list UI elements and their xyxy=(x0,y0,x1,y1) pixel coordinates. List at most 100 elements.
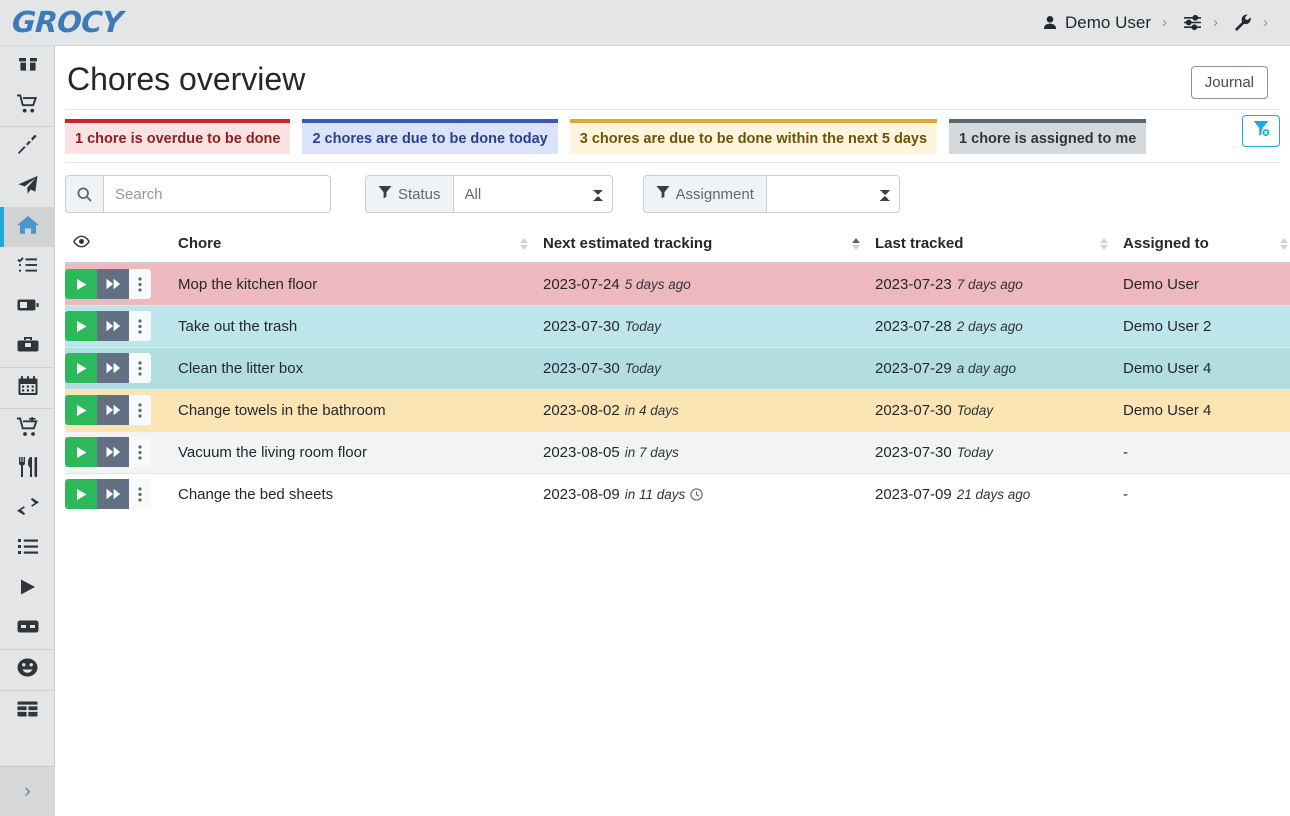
clock-icon xyxy=(685,486,703,503)
last-relative: 21 days ago xyxy=(956,486,1031,502)
column-header-next-estimated-tracking[interactable]: Next estimated tracking xyxy=(535,226,867,264)
next-estimated-tracking-cell: 2023-08-05 in 7 days xyxy=(535,430,867,473)
sidebar-item-list[interactable] xyxy=(0,529,55,569)
status-label-text: Status xyxy=(398,185,441,203)
sort-indicator-active xyxy=(852,238,860,250)
row-actions-cell xyxy=(65,430,170,473)
row-menu-button[interactable] xyxy=(129,311,151,341)
sidebar-item-chore-tracking[interactable] xyxy=(0,569,55,609)
row-menu-button[interactable] xyxy=(129,437,151,467)
sort-indicator xyxy=(1100,238,1108,250)
table-row[interactable]: Clean the litter box 2023-07-30 Today 2023-… xyxy=(65,346,1290,389)
sidebar-item-equipment[interactable] xyxy=(0,327,55,367)
chore-name-cell: Vacuum the living room floor xyxy=(170,430,535,473)
app-logo[interactable]: GROCY xyxy=(0,0,166,46)
status-card-due-today[interactable]: 2 chores are due to be done today xyxy=(302,119,558,154)
sidebar-item-grid[interactable] xyxy=(0,691,55,731)
sidebar-item-meal-planning[interactable] xyxy=(0,449,55,489)
assignment-filter-group: Assignment xyxy=(642,175,900,213)
skip-chore-button[interactable] xyxy=(97,311,129,341)
status-select[interactable]: All xyxy=(452,175,613,213)
status-card-due-next-5-days[interactable]: 3 chores are due to be done within the n… xyxy=(569,119,938,154)
sidebar-item-stock-overview[interactable] xyxy=(0,46,55,86)
skip-chore-button[interactable] xyxy=(97,353,129,383)
chevron-right-icon: › xyxy=(1213,14,1218,31)
status-card-assigned-to-me[interactable]: 1 chore is assigned to me xyxy=(949,119,1147,154)
next-date: 2023-07-30 xyxy=(543,359,620,377)
sidebar-toggle-button[interactable]: › xyxy=(0,766,55,816)
track-chore-button[interactable] xyxy=(65,395,97,425)
chore-name-cell: Clean the litter box xyxy=(170,346,535,389)
next-relative: Today xyxy=(624,318,662,334)
last-date: 2023-07-30 xyxy=(875,443,952,461)
app-logo-text: GROCY xyxy=(10,5,124,39)
sidebar-item-transfer[interactable] xyxy=(0,489,55,529)
table-row[interactable]: Take out the trash 2023-07-30 Today 2023-07… xyxy=(65,304,1290,347)
sidebar-item-shopping-list[interactable] xyxy=(0,409,55,449)
assigned-to-cell: Demo User 4 xyxy=(1115,346,1290,389)
track-chore-button[interactable] xyxy=(65,437,97,467)
column-label: Chore xyxy=(178,235,222,252)
eye-icon[interactable] xyxy=(73,235,90,252)
sidebar-item-userfields[interactable] xyxy=(0,650,55,690)
column-header-last-tracked[interactable]: Last tracked xyxy=(867,226,1115,264)
track-chore-button[interactable] xyxy=(65,311,97,341)
row-menu-button[interactable] xyxy=(129,269,151,300)
row-action-buttons xyxy=(65,269,170,300)
settings-menu[interactable]: › xyxy=(1175,8,1226,37)
skip-chore-button[interactable] xyxy=(97,269,129,300)
journal-button[interactable]: Journal xyxy=(1190,66,1268,99)
sidebar-item-battery-tracking[interactable] xyxy=(0,609,55,649)
table-row[interactable]: Mop the kitchen floor 2023-07-24 5 days ag… xyxy=(65,262,1290,305)
filter-toolbar: Status All Assignment xyxy=(55,163,1290,226)
skip-chore-button[interactable] xyxy=(97,395,129,425)
track-chore-button[interactable] xyxy=(65,353,97,383)
sidebar-item-meal-plan[interactable] xyxy=(0,167,55,207)
next-relative: Today xyxy=(624,360,662,376)
table-header-row: Chore Next estimated tracking Last track… xyxy=(65,226,1290,264)
clear-filters-button[interactable] xyxy=(1242,115,1280,147)
table-row[interactable]: Change towels in the bathroom 2023-08-02 i… xyxy=(65,388,1290,431)
row-menu-button[interactable] xyxy=(129,353,151,383)
table-row[interactable]: Change the bed sheets 2023-08-09 in 11 day… xyxy=(65,472,1290,515)
last-relative: Today xyxy=(956,444,994,460)
main-content: Chores overview Journal 1 chore is overd… xyxy=(55,46,1290,816)
next-estimated-tracking-cell: 2023-08-02 in 4 days xyxy=(535,388,867,431)
track-chore-button[interactable] xyxy=(65,269,97,300)
tools-menu[interactable]: › xyxy=(1226,8,1276,38)
next-date: 2023-08-02 xyxy=(543,401,620,419)
exchange-icon xyxy=(16,498,39,520)
search-input[interactable] xyxy=(103,175,331,213)
next-estimated-tracking-cell: 2023-08-09 in 11 days xyxy=(535,472,867,515)
status-card-label: 2 chores are due to be done today xyxy=(312,131,548,147)
skip-chore-button[interactable] xyxy=(97,437,129,467)
sidebar-item-shopping-cart[interactable] xyxy=(0,86,55,126)
sidebar-item-chores[interactable] xyxy=(0,207,55,247)
assigned-to-cell: Demo User 2 xyxy=(1115,304,1290,347)
assignment-select[interactable] xyxy=(765,175,900,213)
table-head: Chore Next estimated tracking Last track… xyxy=(65,226,1290,264)
sidebar-item-batteries[interactable] xyxy=(0,287,55,327)
smiley-icon xyxy=(17,658,38,682)
row-menu-button[interactable] xyxy=(129,479,151,510)
next-relative: in 7 days xyxy=(624,444,679,460)
row-action-buttons xyxy=(65,311,170,341)
sidebar-item-calendar[interactable] xyxy=(0,368,55,408)
user-icon xyxy=(1042,15,1058,31)
last-tracked-cell: 2023-07-28 2 days ago xyxy=(867,304,1115,347)
next-estimated-tracking-cell: 2023-07-24 5 days ago xyxy=(535,262,867,305)
table-row[interactable]: Vacuum the living room floor 2023-08-05 in… xyxy=(65,430,1290,473)
column-header-assigned-to[interactable]: Assigned to xyxy=(1115,226,1290,264)
track-chore-button[interactable] xyxy=(65,479,97,510)
row-menu-button[interactable] xyxy=(129,395,151,425)
column-header-actions xyxy=(65,226,170,264)
skip-chore-button[interactable] xyxy=(97,479,129,510)
sidebar-item-recipes[interactable] xyxy=(0,127,55,167)
sort-indicator xyxy=(520,238,528,250)
user-menu[interactable]: Demo User › xyxy=(1034,7,1175,39)
status-card-overdue[interactable]: 1 chore is overdue to be done xyxy=(65,119,291,154)
sidebar-item-tasks[interactable] xyxy=(0,247,55,287)
last-relative: Today xyxy=(956,402,994,418)
column-header-chore[interactable]: Chore xyxy=(170,226,535,264)
next-estimated-tracking-cell: 2023-07-30 Today xyxy=(535,304,867,347)
